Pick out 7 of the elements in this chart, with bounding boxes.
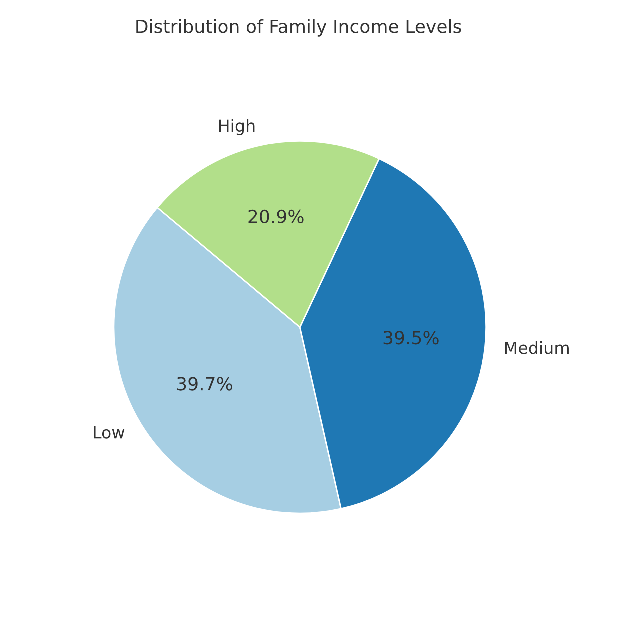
data-label: 39.5% <box>384 331 439 345</box>
data-label: 39.7% <box>177 377 232 391</box>
slice-label: Medium <box>505 341 569 354</box>
data-label: 20.9% <box>248 210 304 224</box>
slice-label: Low <box>94 426 125 439</box>
chart-title: Distribution of Family Income Levels <box>136 19 462 37</box>
slice-label: High <box>219 119 255 136</box>
